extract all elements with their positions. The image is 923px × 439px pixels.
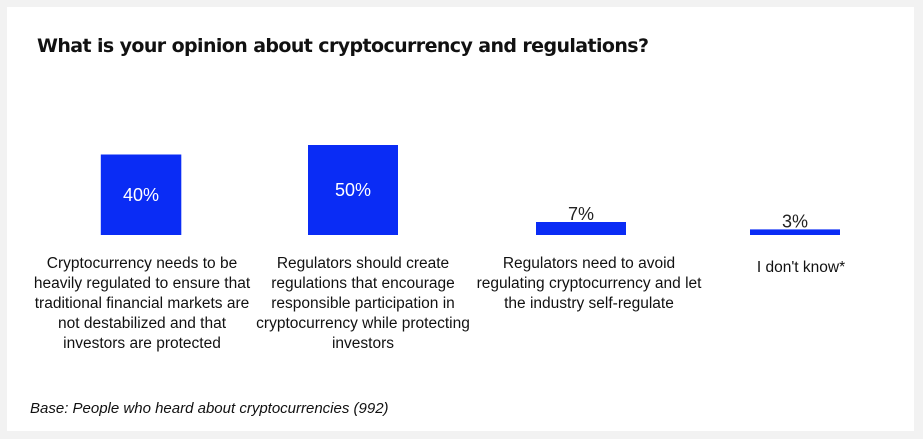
data-label: 40% [123,185,159,205]
chart-card: What is your opinion about cryptocurrenc… [7,7,914,431]
category-label: Regulators should create regulations tha… [256,255,470,352]
base-footnote: Base: People who heard about cryptocurre… [30,400,389,417]
data-label: 3% [782,211,808,231]
category-label: I don't know* [756,259,846,276]
chart-title: What is your opinion about cryptocurrenc… [37,35,649,57]
bar [100,154,182,235]
category-label: Regulators need to avoid regulating cryp… [476,255,702,312]
data-label: 7% [568,204,594,224]
category-label: Cryptocurrency needs to be heavily regul… [33,255,251,352]
bar [536,222,626,235]
bar-chart: 40% 50% 7% 3% [100,145,840,235]
data-label: 50% [335,180,371,200]
bar [750,229,840,235]
bar [308,145,398,235]
